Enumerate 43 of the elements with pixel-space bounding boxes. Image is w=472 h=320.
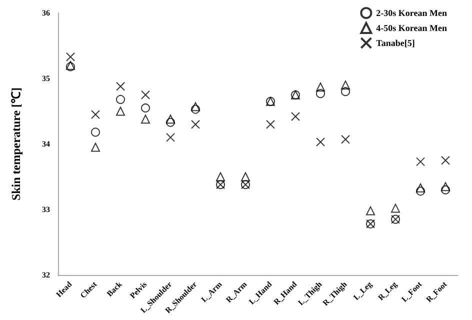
- point: [141, 114, 150, 124]
- point: [416, 157, 425, 166]
- point: [116, 82, 125, 91]
- point: [191, 102, 200, 112]
- point: [366, 206, 375, 216]
- point: [341, 87, 350, 96]
- point: [416, 183, 425, 192]
- point: [116, 106, 125, 116]
- point: [166, 114, 175, 124]
- point: [91, 142, 100, 152]
- point: [391, 204, 400, 213]
- point: [141, 90, 150, 100]
- point: [291, 112, 300, 121]
- point: [316, 89, 325, 98]
- point: [441, 185, 450, 194]
- y-tick-label: 32: [42, 270, 50, 280]
- point: [91, 110, 100, 120]
- point: [141, 103, 150, 112]
- point: [416, 186, 425, 196]
- point: [91, 128, 100, 137]
- y-tick-label: 36: [42, 8, 50, 18]
- point: [241, 172, 250, 182]
- point: [266, 120, 275, 129]
- point: [341, 134, 350, 144]
- point: [316, 138, 325, 147]
- point: [341, 80, 350, 90]
- point: [116, 94, 125, 104]
- point: [441, 156, 450, 165]
- y-axis-title: Skin temperature [℃]: [9, 87, 23, 201]
- point: [191, 120, 200, 129]
- legend-label: 4-50s Korean Men: [376, 23, 447, 33]
- point: [316, 82, 325, 92]
- legend-label: 2-30s Korean Men: [376, 8, 447, 18]
- point: [166, 132, 175, 142]
- y-tick-label: 33: [42, 205, 50, 214]
- point: [216, 172, 225, 182]
- point: [66, 52, 75, 62]
- legend-label: Tanabe[5]: [376, 38, 415, 48]
- y-tick-label: 34: [42, 140, 50, 148]
- point: [441, 182, 450, 192]
- point: [166, 118, 175, 127]
- y-tick-label: 35: [42, 74, 50, 83]
- point: [191, 104, 200, 114]
